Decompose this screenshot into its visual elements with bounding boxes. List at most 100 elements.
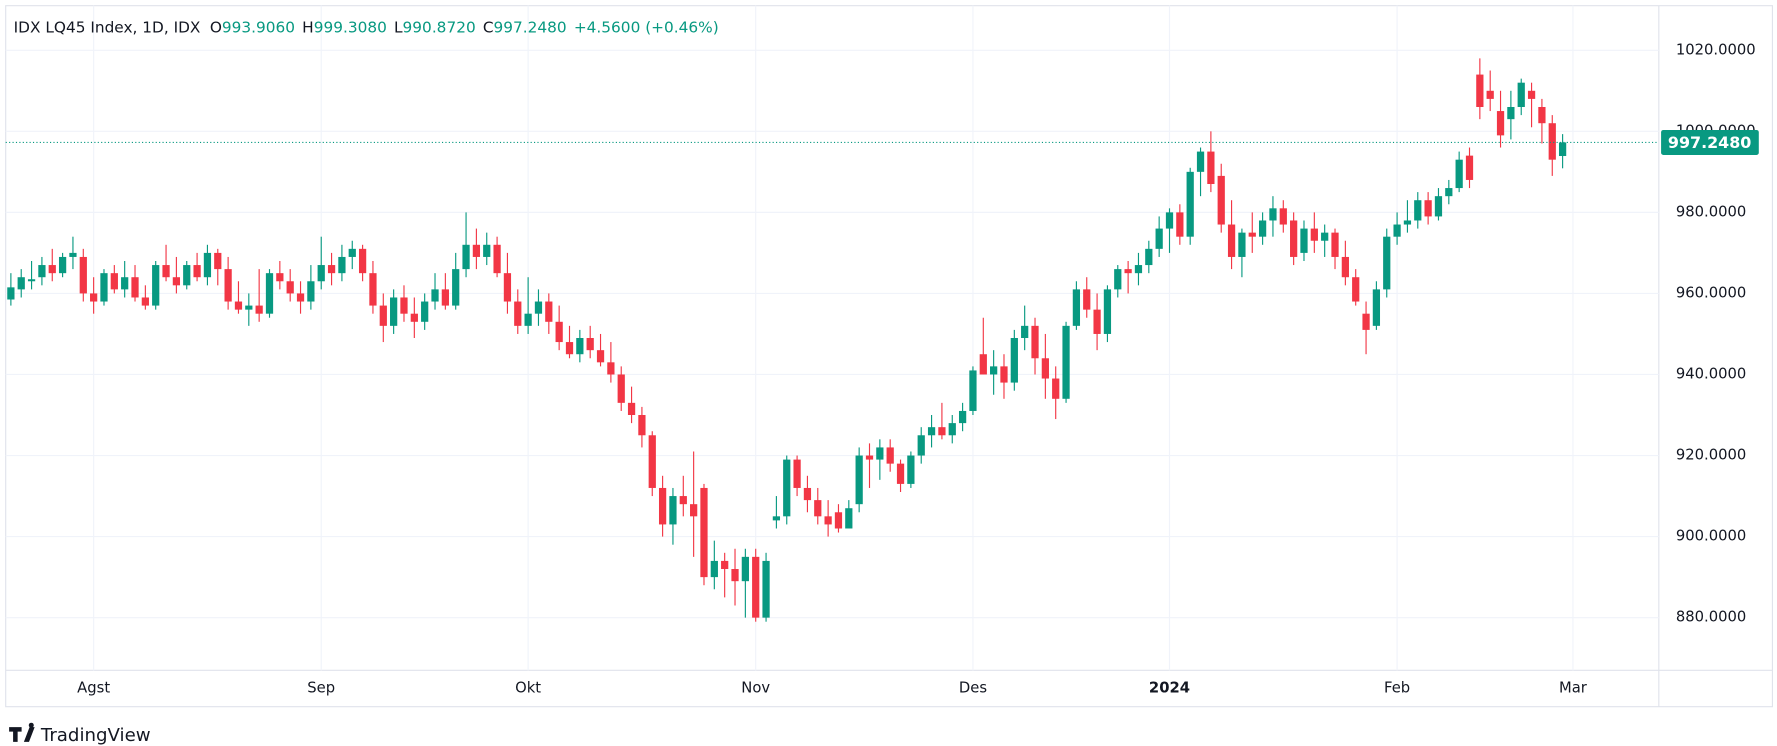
chart-frame bbox=[5, 5, 1773, 708]
candle-body bbox=[545, 301, 553, 322]
candle-body bbox=[214, 252, 222, 270]
y-tick-label: 920.0000 bbox=[1676, 447, 1746, 464]
candle-body bbox=[193, 265, 201, 278]
candle-body bbox=[152, 265, 160, 306]
candle-body bbox=[1507, 106, 1515, 120]
candle-body bbox=[79, 256, 87, 294]
candle-body bbox=[938, 427, 946, 436]
candle-body bbox=[648, 435, 656, 488]
candle-body bbox=[90, 293, 98, 302]
x-tick-label: Sep bbox=[307, 680, 335, 697]
candle-body bbox=[493, 244, 501, 274]
candle-body bbox=[565, 342, 574, 355]
brand-name: TradingView bbox=[40, 725, 151, 746]
candle-body bbox=[1538, 106, 1546, 124]
candle-body bbox=[1031, 325, 1039, 359]
candle-body bbox=[1114, 269, 1122, 290]
candle-body bbox=[607, 362, 615, 375]
candle-body bbox=[327, 265, 336, 274]
candle-body bbox=[483, 244, 491, 257]
candle-body bbox=[203, 252, 212, 278]
candle-body bbox=[1393, 224, 1401, 237]
candle-body bbox=[1093, 309, 1101, 334]
candle-body bbox=[803, 487, 812, 501]
candle-body bbox=[524, 313, 532, 326]
candle-body bbox=[1527, 90, 1536, 99]
candle-body bbox=[255, 305, 263, 314]
candle-body bbox=[710, 560, 718, 578]
candle-body bbox=[1496, 111, 1505, 136]
candle-body bbox=[472, 244, 481, 257]
candle-body bbox=[307, 281, 315, 302]
last-price-label: 997.2480 bbox=[1668, 133, 1751, 152]
y-tick-label: 980.0000 bbox=[1676, 203, 1746, 220]
candle-body bbox=[731, 569, 739, 582]
legend-l-value: 990.8720 bbox=[403, 18, 476, 36]
candle-body bbox=[927, 427, 936, 436]
candle-body bbox=[1310, 228, 1318, 241]
candle-body bbox=[162, 265, 170, 278]
x-tick-label: Des bbox=[959, 680, 987, 697]
candle-body bbox=[1103, 289, 1112, 334]
candle-body bbox=[958, 410, 967, 424]
candle-body bbox=[814, 500, 822, 517]
candle-body bbox=[265, 273, 274, 314]
candle-body bbox=[586, 338, 594, 351]
candle-body bbox=[876, 447, 884, 460]
candle-body bbox=[1217, 175, 1225, 225]
y-tick-label: 900.0000 bbox=[1676, 528, 1746, 545]
candle-body bbox=[762, 560, 770, 618]
candle-body bbox=[276, 273, 284, 282]
candle-body bbox=[1041, 358, 1049, 379]
candle-body bbox=[1341, 256, 1349, 278]
candle-body bbox=[1248, 232, 1256, 237]
candle-body bbox=[1279, 208, 1287, 225]
candle-body bbox=[224, 269, 232, 302]
candle-body bbox=[400, 297, 408, 314]
candle-body bbox=[1321, 232, 1329, 241]
candle-body bbox=[1269, 208, 1277, 221]
brand-logo[interactable]: TradingView bbox=[9, 722, 151, 746]
candle-body bbox=[679, 496, 687, 505]
candle-body bbox=[1134, 265, 1143, 274]
legend-o-label: O bbox=[210, 18, 222, 36]
candle-body bbox=[1434, 196, 1443, 217]
candle-body bbox=[1424, 200, 1432, 217]
y-tick-label: 960.0000 bbox=[1676, 284, 1746, 301]
candle-body bbox=[286, 281, 294, 294]
candle-body bbox=[390, 297, 398, 326]
candle-body bbox=[627, 402, 636, 416]
y-tick-label: 880.0000 bbox=[1676, 609, 1746, 626]
candle-body bbox=[462, 244, 470, 270]
candle-body bbox=[1155, 228, 1163, 249]
legend-h-value: 999.3080 bbox=[314, 18, 387, 36]
legend-c-value: 997.2480 bbox=[494, 18, 567, 36]
candle-body bbox=[358, 248, 367, 274]
candle-body bbox=[100, 273, 108, 302]
candle-body bbox=[690, 504, 698, 517]
candle-body bbox=[1186, 171, 1194, 237]
candle-body bbox=[1455, 159, 1463, 189]
candle-body bbox=[1414, 200, 1422, 221]
candle-body bbox=[834, 512, 843, 529]
candle-body bbox=[1021, 325, 1029, 339]
candle-body bbox=[1372, 289, 1381, 326]
candle-body bbox=[421, 301, 429, 322]
candle-body bbox=[1548, 123, 1556, 160]
candle-body bbox=[1403, 220, 1412, 225]
candle-body bbox=[845, 508, 853, 529]
candle-body bbox=[865, 455, 874, 460]
candle-body bbox=[1165, 212, 1174, 229]
last-price-tag bbox=[1661, 129, 1759, 155]
x-tick-label: 2024 bbox=[1149, 680, 1190, 697]
candle-body bbox=[1124, 269, 1132, 274]
candle-body bbox=[1145, 248, 1153, 266]
symbol-title: IDX LQ45 Index, 1D, IDX bbox=[14, 18, 201, 36]
candle-body bbox=[1000, 366, 1008, 383]
candle-body bbox=[452, 269, 460, 306]
grid bbox=[5, 5, 1659, 671]
legend-o-value: 993.9060 bbox=[222, 18, 295, 36]
x-tick-label: Okt bbox=[515, 680, 541, 697]
candle-body bbox=[1300, 228, 1308, 253]
